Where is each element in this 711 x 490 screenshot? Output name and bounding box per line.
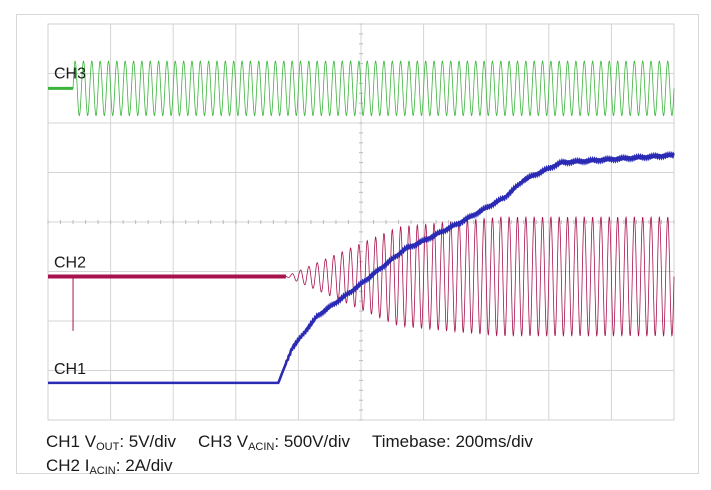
- ch3-trace: [48, 60, 675, 117]
- ch2-label: CH2: [54, 254, 86, 271]
- channel-labels: CH3 CH2 CH1: [54, 65, 86, 378]
- ch1-trace: [48, 150, 675, 385]
- ch3-caption: CH3 VACIN: 500V/div: [198, 432, 350, 453]
- oscilloscope-frame: [16, 14, 699, 474]
- caption-line-1: CH1 VOUT: 5V/div CH3 VACIN: 500V/div Timeb…: [46, 432, 533, 457]
- traces: [48, 60, 675, 385]
- ch3-label: CH3: [54, 65, 86, 82]
- ch1-caption: CH1 VOUT: 5V/div: [46, 432, 177, 453]
- caption-line-2: CH2 IACIN: 2A/div: [46, 456, 172, 481]
- ch1-label: CH1: [54, 361, 86, 378]
- ch2-caption: CH2 IACIN: 2A/div: [46, 456, 173, 477]
- timebase-caption: Timebase: 200ms/div: [371, 432, 533, 451]
